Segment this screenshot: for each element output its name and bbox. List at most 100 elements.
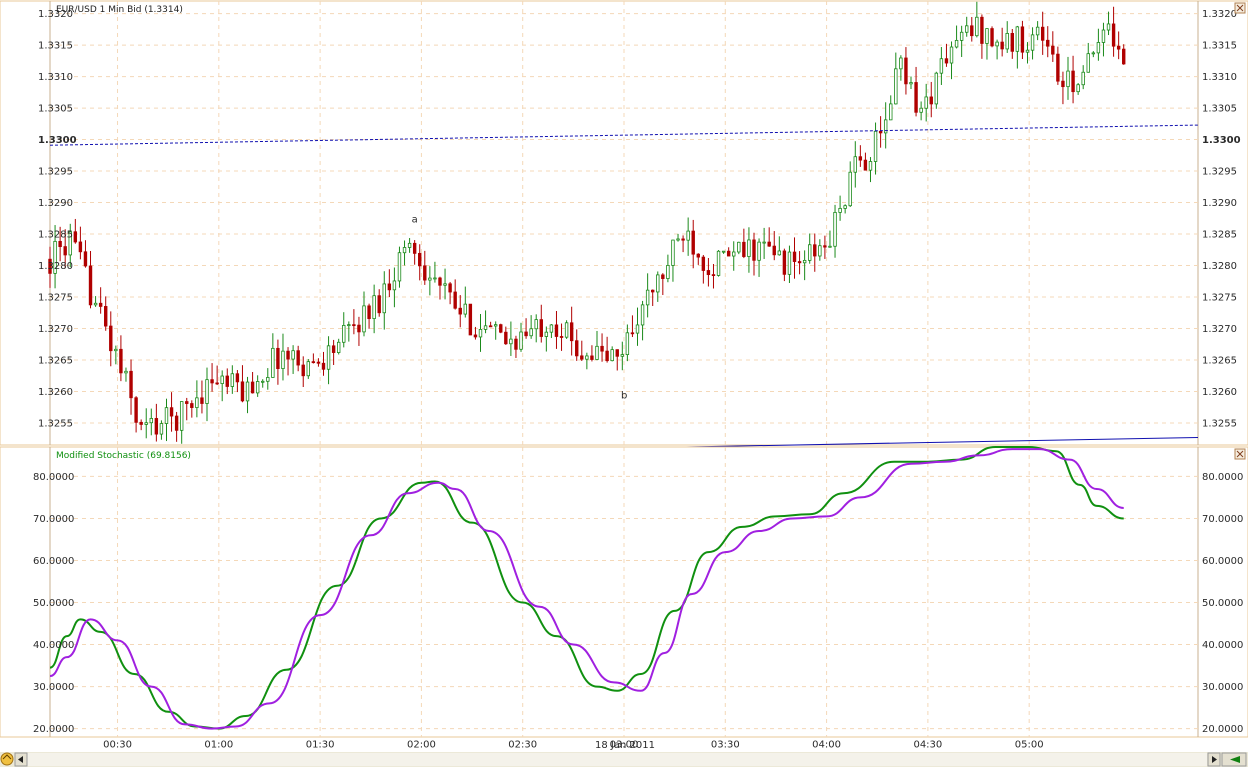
candle-body-bear [357, 324, 361, 333]
candle-body-bull [164, 407, 169, 424]
candle-body-bear [316, 361, 321, 364]
x-tick-label: 04:30 [913, 740, 942, 751]
candle-body-bull [883, 119, 888, 134]
candle-body-bear [448, 283, 452, 293]
price-y-label-left: 1.3260 [38, 387, 73, 398]
candle-body-bull [519, 331, 523, 350]
candle-body-bull [463, 303, 468, 315]
date-label: 18 Jan 2011 [595, 740, 655, 751]
candle-body-bull [585, 355, 589, 360]
candle-body-bull [93, 302, 98, 306]
candle-body-bull [808, 244, 812, 261]
candle-body-bull [894, 68, 898, 105]
candle-body-bear [276, 347, 280, 369]
candle-body-bear [1061, 80, 1065, 88]
candle-body-bull [261, 380, 265, 383]
candle-body-bull [205, 379, 209, 404]
candle-body-bull [124, 370, 128, 374]
candle-body-bear [331, 345, 336, 353]
candle-body-bull [402, 247, 407, 254]
candle-body-bull [255, 381, 260, 394]
candle-body-bear [1071, 70, 1075, 93]
stoch-y-label-left: 60.0000 [33, 556, 74, 567]
candle-body-bear [651, 289, 655, 293]
candle-body-bear [321, 362, 326, 370]
candle-body-bear [154, 418, 159, 435]
candle-body-bull [737, 241, 741, 253]
candle-body-bull [909, 82, 913, 85]
candle-body-bear [63, 246, 67, 256]
candle-body-bear [412, 242, 417, 254]
candle-body-bull [965, 25, 969, 33]
candle-body-bear [878, 130, 883, 134]
candle-body-bear [772, 245, 776, 256]
candle-body-bull [397, 252, 402, 282]
candle-body-bear [73, 231, 78, 243]
scroll-right-icon[interactable] [1207, 752, 1221, 767]
stoch-y-label-right: 60.0000 [1202, 556, 1243, 567]
candle-body-bear [210, 379, 214, 384]
candle-body-bull [534, 319, 538, 330]
candle-body-bull [625, 332, 630, 355]
candle-body-bear [990, 28, 994, 47]
candle-body-bear [711, 274, 716, 277]
candle-body-bear [438, 277, 442, 286]
stoch-y-label-left: 70.0000 [33, 514, 74, 525]
horizontal-scrollbar[interactable] [0, 752, 1248, 767]
candle-body-bull [818, 245, 822, 257]
price-y-label-left: 1.3300 [38, 135, 77, 146]
candle-body-bull [873, 130, 878, 162]
candle-body-bear [726, 250, 731, 257]
candle-body-bear [488, 325, 493, 328]
candle-body-bear [504, 331, 508, 345]
candle-body-bull [428, 277, 432, 281]
price-y-label-right: 1.3310 [1202, 72, 1237, 83]
candle-body-bull [848, 171, 852, 207]
jump-end-icon[interactable] [1221, 752, 1247, 767]
candle-body-bear [1000, 41, 1004, 50]
candle-body-bear [580, 355, 584, 360]
candle-body-bear [48, 258, 52, 274]
home-icon[interactable] [0, 752, 14, 766]
close-stoch-panel-button[interactable] [1234, 448, 1246, 460]
candle-body-bull [721, 250, 726, 253]
candle-body-bear [569, 322, 574, 342]
candle-body-bear [600, 345, 604, 352]
price-y-label-left: 1.3315 [38, 41, 73, 52]
price-y-label-left: 1.3255 [38, 418, 73, 429]
close-price-panel-button[interactable] [1234, 2, 1246, 14]
candle-body-bull [620, 354, 625, 357]
candle-body-bear [914, 82, 918, 113]
candle-body-bull [656, 274, 660, 293]
stoch-y-label-right: 50.0000 [1202, 598, 1243, 609]
candle-body-bull [949, 46, 954, 64]
candle-body-bull [271, 347, 275, 378]
price-y-label-right: 1.3315 [1202, 41, 1237, 52]
candle-body-bull [802, 259, 807, 264]
candle-body-bull [610, 349, 614, 362]
price-y-label-right: 1.3285 [1202, 230, 1237, 241]
candle-body-bear [423, 265, 427, 281]
candle-body-bull [195, 397, 199, 408]
stoch-y-label-right: 30.0000 [1202, 682, 1243, 693]
candle-body-bull [995, 41, 999, 47]
candle-body-bear [1040, 26, 1045, 41]
candle-body-bear [1051, 45, 1055, 55]
candle-body-bull [716, 250, 721, 276]
stochastic-d-line [49, 448, 1124, 730]
candle-body-bear [225, 375, 229, 387]
candle-body-bull [326, 345, 331, 370]
price-y-label-right: 1.3305 [1202, 104, 1237, 115]
candle-body-bull [666, 265, 670, 279]
candle-body-bear [190, 403, 194, 408]
candle-body-bear [858, 156, 863, 161]
scroll-left-icon[interactable] [14, 752, 28, 767]
candle-body-bear [458, 307, 462, 315]
candle-body-bull [509, 338, 513, 345]
candle-body-bull [1086, 53, 1090, 73]
candle-body-bull [747, 239, 751, 257]
candle-body-bear [1046, 39, 1050, 47]
candle-body-bull [443, 283, 447, 286]
candle-body-bear [823, 245, 827, 248]
candle-body-bear [970, 25, 974, 37]
